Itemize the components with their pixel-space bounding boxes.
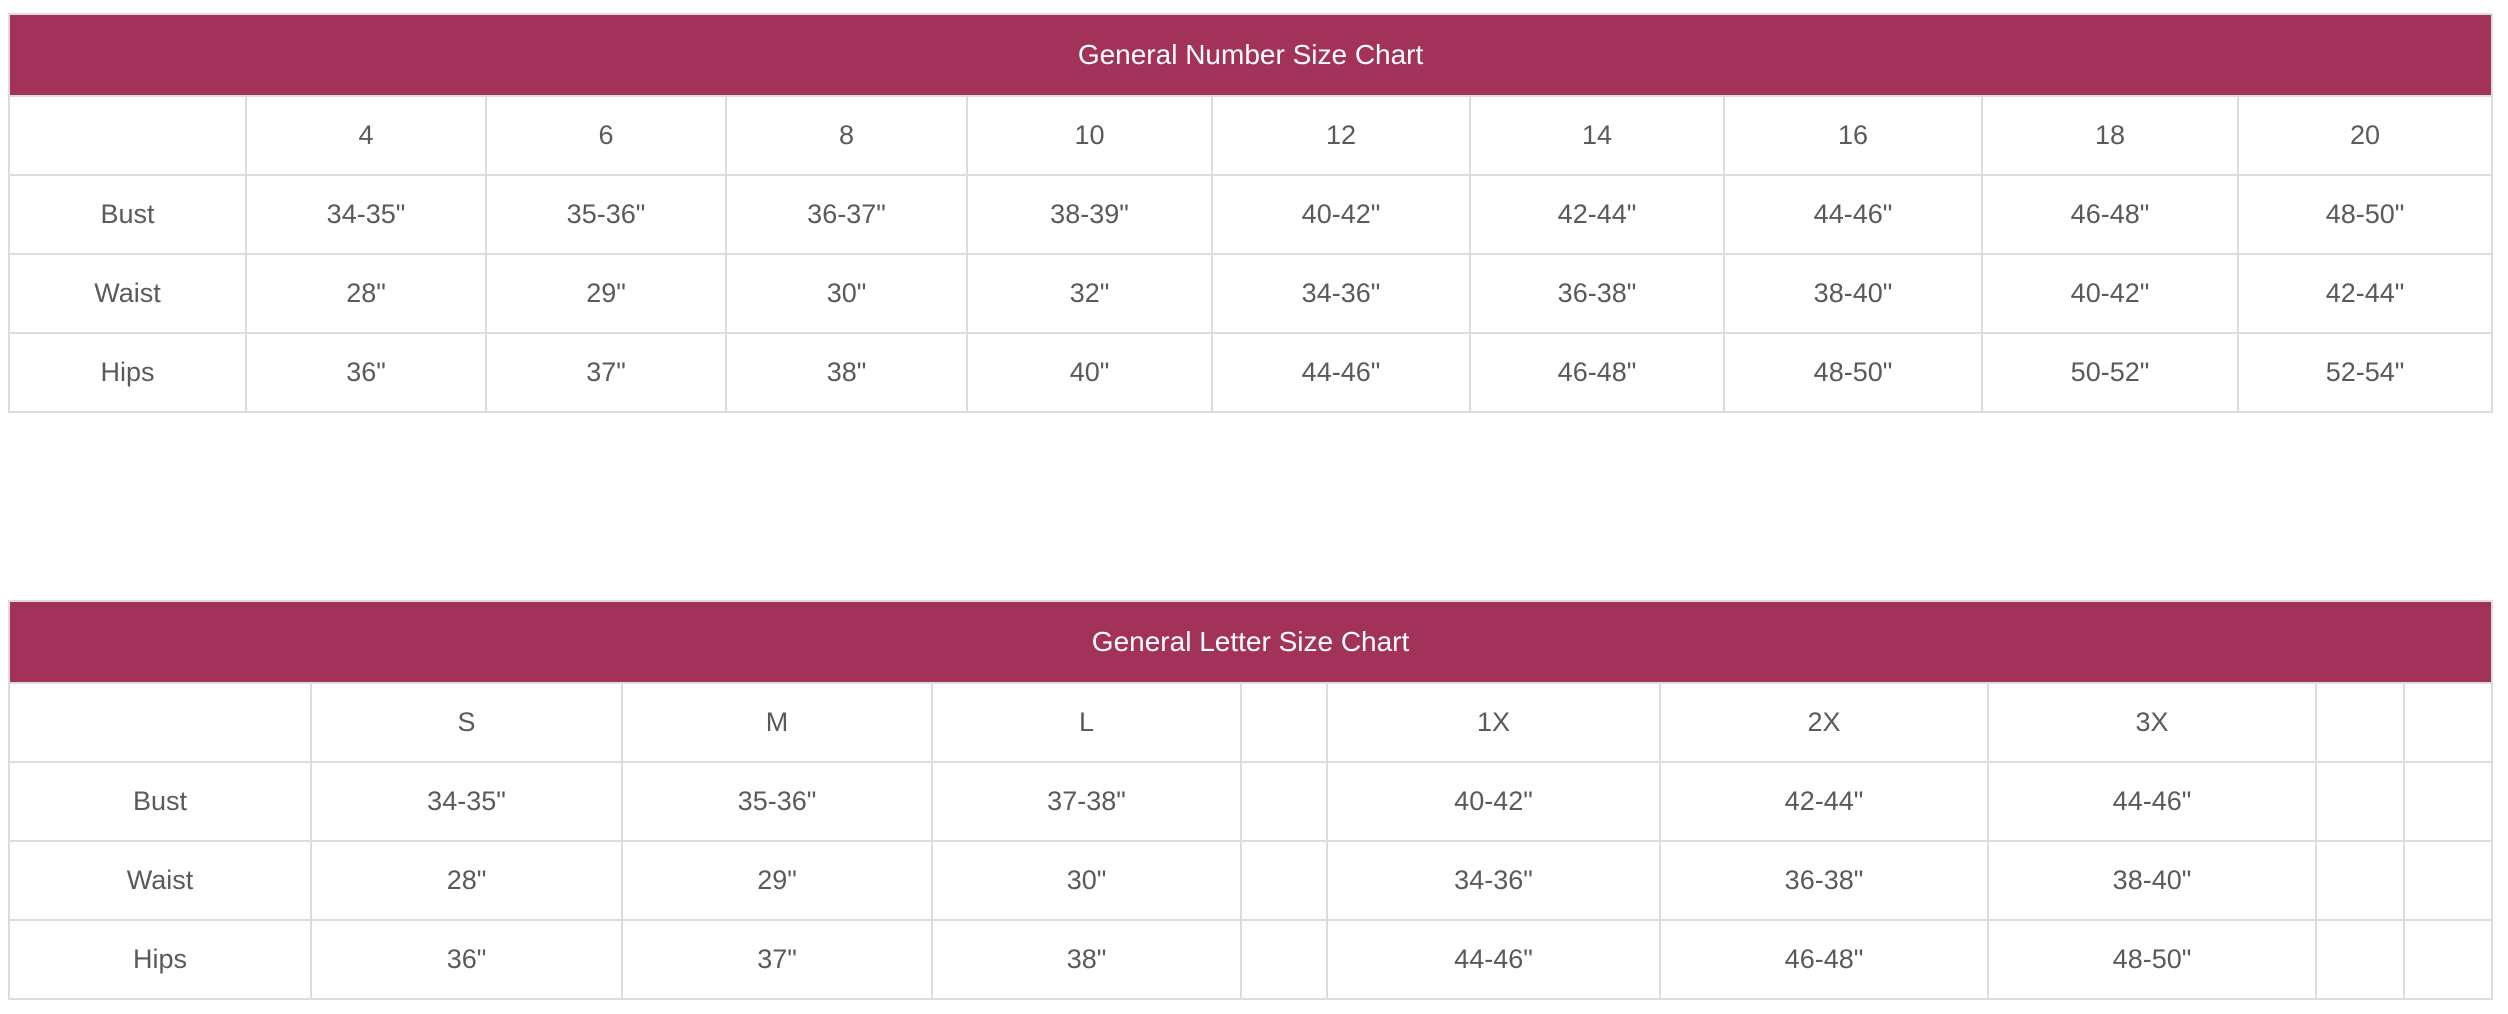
row-label: Hips xyxy=(8,919,312,1000)
size-header-cell xyxy=(2315,682,2405,763)
measurement-cell: 46-48" xyxy=(1981,174,2239,255)
measurement-cell xyxy=(2315,840,2405,921)
table-row: Hips 36" 37" 38" 44-46" 46-48" 48-50" xyxy=(8,919,2494,1000)
size-header-cell: 1X xyxy=(1326,682,1661,763)
row-label: Waist xyxy=(8,840,312,921)
table-row: Bust 34-35" 35-36" 36-37" 38-39" 40-42" 42-44"… xyxy=(8,174,2494,255)
measurement-cell: 34-35" xyxy=(310,761,623,842)
size-header-cell: 16 xyxy=(1723,95,1983,176)
size-header-cell: 18 xyxy=(1981,95,2239,176)
measurement-cell xyxy=(1240,919,1328,1000)
measurement-cell: 40-42" xyxy=(1981,253,2239,334)
measurement-cell: 36-38" xyxy=(1469,253,1725,334)
measurement-cell: 40" xyxy=(966,332,1213,413)
measurement-cell xyxy=(2402,919,2494,1000)
measurement-cell: 36" xyxy=(310,919,623,1000)
measurement-cell: 44-46" xyxy=(1211,332,1471,413)
measurement-cell: 37" xyxy=(621,919,933,1000)
measurement-cell xyxy=(1240,761,1328,842)
table-row: Waist 28" 29" 30" 32" 34-36" 36-38" 38-40" 40-42… xyxy=(8,253,2494,334)
corner-cell xyxy=(8,682,312,763)
size-header-cell: 10 xyxy=(966,95,1213,176)
measurement-cell: 35-36" xyxy=(485,174,727,255)
row-label: Bust xyxy=(8,761,312,842)
size-header-cell: M xyxy=(621,682,933,763)
table-row: Bust 34-35" 35-36" 37-38" 40-42" 42-44" 44-46" xyxy=(8,761,2494,842)
measurement-cell: 48-50" xyxy=(2236,174,2494,255)
measurement-cell: 40-42" xyxy=(1326,761,1661,842)
letter-size-chart: General Letter Size Chart S M L 1X 2X 3X Bust… xyxy=(7,600,2494,1000)
measurement-cell: 44-46" xyxy=(1723,174,1983,255)
measurement-cell: 40-42" xyxy=(1211,174,1471,255)
chart-title: General Number Size Chart xyxy=(7,13,2494,97)
corner-cell xyxy=(8,95,247,176)
measurement-cell: 36" xyxy=(245,332,487,413)
measurement-cell: 34-36" xyxy=(1211,253,1471,334)
size-header-cell: 20 xyxy=(2236,95,2494,176)
size-header-cell: 6 xyxy=(485,95,727,176)
measurement-cell: 38" xyxy=(725,332,968,413)
row-label: Waist xyxy=(8,253,247,334)
measurement-cell: 50-52" xyxy=(1981,332,2239,413)
measurement-cell: 44-46" xyxy=(1987,761,2317,842)
measurement-cell: 46-48" xyxy=(1469,332,1725,413)
table-row: Waist 28" 29" 30" 34-36" 36-38" 38-40" xyxy=(8,840,2494,921)
size-header-cell: 2X xyxy=(1659,682,1989,763)
measurement-cell: 29" xyxy=(485,253,727,334)
measurement-cell: 35-36" xyxy=(621,761,933,842)
chart-title: General Letter Size Chart xyxy=(7,600,2494,684)
measurement-cell: 34-35" xyxy=(245,174,487,255)
measurement-cell: 52-54" xyxy=(2236,332,2494,413)
measurement-cell: 48-50" xyxy=(1723,332,1983,413)
measurement-cell: 48-50" xyxy=(1987,919,2317,1000)
measurement-cell: 36-38" xyxy=(1659,840,1989,921)
measurement-cell: 28" xyxy=(310,840,623,921)
measurement-cell: 29" xyxy=(621,840,933,921)
number-size-chart: General Number Size Chart 4 6 8 10 12 14 16 18 2… xyxy=(7,13,2494,413)
measurement-cell: 38-39" xyxy=(966,174,1213,255)
measurement-cell xyxy=(2315,761,2405,842)
measurement-cell: 34-36" xyxy=(1326,840,1661,921)
measurement-cell: 30" xyxy=(931,840,1242,921)
measurement-cell: 30" xyxy=(725,253,968,334)
measurement-cell: 38-40" xyxy=(1723,253,1983,334)
row-label: Bust xyxy=(8,174,247,255)
measurement-cell xyxy=(1240,840,1328,921)
measurement-cell: 28" xyxy=(245,253,487,334)
size-header-cell: 4 xyxy=(245,95,487,176)
measurement-cell: 42-44" xyxy=(1469,174,1725,255)
size-header-row: 4 6 8 10 12 14 16 18 20 xyxy=(8,95,2494,176)
measurement-cell: 37-38" xyxy=(931,761,1242,842)
table-row: Hips 36" 37" 38" 40" 44-46" 46-48" 48-50" 50-52"… xyxy=(8,332,2494,413)
measurement-cell: 46-48" xyxy=(1659,919,1989,1000)
measurement-cell: 36-37" xyxy=(725,174,968,255)
size-header-cell: S xyxy=(310,682,623,763)
measurement-cell: 42-44" xyxy=(2236,253,2494,334)
size-header-cell: L xyxy=(931,682,1242,763)
size-header-cell: 8 xyxy=(725,95,968,176)
measurement-cell: 38-40" xyxy=(1987,840,2317,921)
measurement-cell xyxy=(2315,919,2405,1000)
size-header-cell xyxy=(1240,682,1328,763)
row-label: Hips xyxy=(8,332,247,413)
size-header-cell: 3X xyxy=(1987,682,2317,763)
size-header-cell xyxy=(2402,682,2494,763)
measurement-cell: 42-44" xyxy=(1659,761,1989,842)
size-header-cell: 14 xyxy=(1469,95,1725,176)
size-header-cell: 12 xyxy=(1211,95,1471,176)
measurement-cell xyxy=(2402,840,2494,921)
measurement-cell xyxy=(2402,761,2494,842)
size-header-row: S M L 1X 2X 3X xyxy=(8,682,2494,763)
measurement-cell: 44-46" xyxy=(1326,919,1661,1000)
measurement-cell: 32" xyxy=(966,253,1213,334)
measurement-cell: 38" xyxy=(931,919,1242,1000)
measurement-cell: 37" xyxy=(485,332,727,413)
